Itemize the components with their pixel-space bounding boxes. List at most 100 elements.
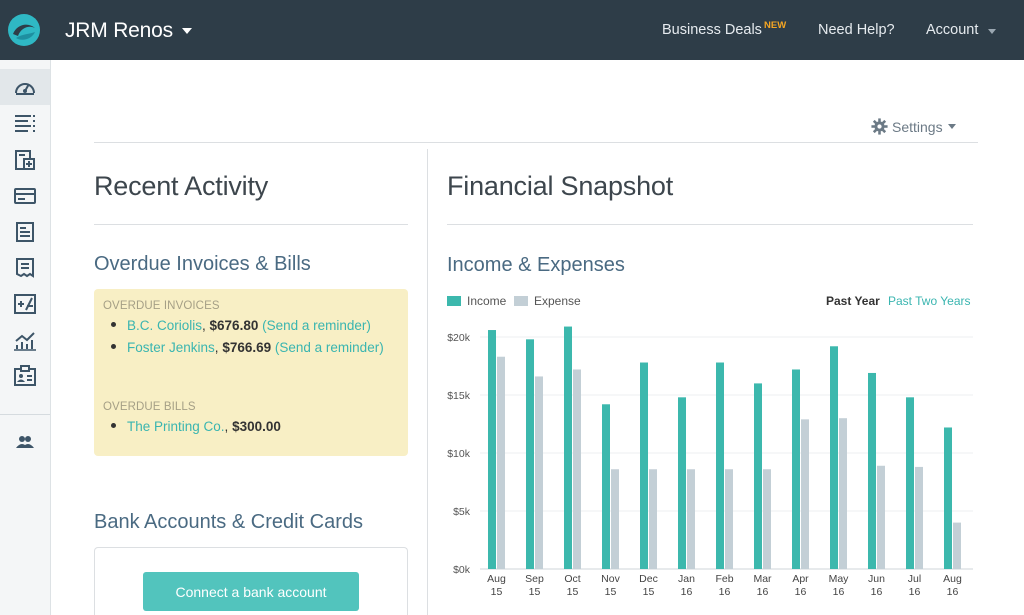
income-bar [602,404,610,569]
sidebar-item-accounting[interactable] [0,286,50,322]
nav-account[interactable]: Account [926,22,979,38]
range-past-year[interactable]: Past Year [826,294,880,308]
income-bar [488,330,496,569]
recent-activity-divider [94,224,408,225]
expenses-icon [16,222,34,242]
sidebar-item-estimates[interactable] [0,142,50,178]
x-tick-label: Mar [753,573,772,585]
invoice-client-link[interactable]: Foster Jenkins [127,340,215,355]
overdue-panel: OVERDUE INVOICES B.C. Coriolis, $676.80 … [94,289,408,456]
recent-activity-title: Recent Activity [94,171,269,201]
expense-bar [763,469,771,569]
nav-need-help[interactable]: Need Help? [818,22,895,38]
send-reminder-link[interactable]: (Send a reminder) [262,318,371,333]
income-expenses-title: Income & Expenses [447,254,625,276]
y-tick-label: $5k [453,506,471,518]
x-tick-label: Dec [639,573,658,585]
snapshot-divider [447,224,973,225]
x-tick-label: 15 [643,586,655,598]
sidebar-item-bills[interactable] [0,250,50,286]
y-tick-label: $10k [447,448,471,460]
x-tick-label: Jul [908,573,921,585]
income-bar [906,397,914,569]
sidebar-item-contacts[interactable] [0,358,50,394]
sidebar [0,60,51,615]
overdue-title: Overdue Invoices & Bills [94,253,311,275]
financial-snapshot-title: Financial Snapshot [447,171,674,201]
x-tick-label: Apr [792,573,809,585]
top-divider [94,142,978,143]
income-bar [830,346,838,569]
income-bar [678,397,686,569]
expense-bar [801,419,809,569]
y-tick-label: $20k [447,332,471,344]
legend-income: Income [447,294,506,308]
bill-amount: $300.00 [232,419,281,434]
range-past-two-years[interactable]: Past Two Years [888,294,971,308]
legend-income-swatch [447,296,461,306]
y-tick-label: $15k [447,390,471,402]
sidebar-item-expenses[interactable] [0,214,50,250]
bill-vendor-link[interactable]: The Printing Co. [127,419,225,434]
company-dropdown-caret-icon[interactable] [182,28,192,34]
payments-icon [14,188,36,204]
x-tick-label: Oct [564,573,580,585]
expense-bar [497,356,505,569]
settings-label: Settings [892,118,943,135]
expense-bar [649,469,657,569]
settings-menu[interactable]: Settings [871,118,956,135]
sidebar-divider [0,414,50,415]
income-bar [868,372,876,569]
legend-income-label: Income [467,294,507,308]
bank-accounts-panel [94,547,408,615]
send-reminder-link[interactable]: (Send a reminder) [274,340,384,355]
company-name[interactable]: JRM Renos [65,19,173,42]
gear-icon [871,118,888,135]
x-tick-label: Jun [868,573,885,585]
sidebar-item-team[interactable] [0,424,50,460]
nav-business-deals[interactable]: Business Deals [662,22,762,38]
expense-bar [839,418,847,569]
x-tick-label: 15 [605,586,617,598]
x-tick-label: 16 [947,586,959,598]
sidebar-item-reports[interactable] [0,322,50,358]
x-tick-label: 16 [681,586,693,598]
legend-expense-label: Expense [534,294,581,308]
x-tick-label: Aug [943,573,962,585]
x-tick-label: May [829,573,850,585]
invoice-amount: $766.69 [222,340,272,355]
account-caret-icon[interactable] [988,29,996,34]
accounting-icon [14,294,36,314]
income-expenses-chart: $0k$5k$10k$15k$20kAug15Sep15Oct15Nov15De… [447,326,973,598]
income-bar [640,362,648,569]
bills-icon [16,258,34,278]
column-divider [427,149,428,615]
new-badge: NEW [764,20,787,31]
expense-bar [687,469,695,569]
income-bar [944,427,952,569]
team-icon [16,436,34,448]
dashboard-icon [15,83,35,95]
list-item: The Printing Co., $300.00 [111,419,281,434]
list-item: B.C. Coriolis, $676.80 (Send a reminder) [111,318,371,333]
sidebar-item-payments[interactable] [0,178,50,214]
expense-bar [573,369,581,569]
x-tick-label: Jan [678,573,695,585]
y-tick-label: $0k [453,564,471,576]
x-tick-label: 16 [795,586,807,598]
expense-bar [725,469,733,569]
x-tick-label: Aug [487,573,506,585]
x-tick-label: 16 [757,586,769,598]
legend-expense-swatch [514,296,528,306]
income-bar [792,369,800,569]
expense-bar [611,469,619,569]
x-tick-label: 16 [909,586,921,598]
app-logo-icon[interactable] [6,12,42,48]
invoice-client-link[interactable]: B.C. Coriolis [127,318,203,333]
sidebar-item-dashboard[interactable] [0,69,50,105]
sidebar-item-invoices[interactable] [0,106,50,142]
overdue-bills-label: OVERDUE BILLS [103,401,196,413]
connect-bank-account-button[interactable]: Connect a bank account [143,572,359,611]
overdue-invoices-label: OVERDUE INVOICES [103,300,220,312]
estimates-icon [15,150,35,170]
